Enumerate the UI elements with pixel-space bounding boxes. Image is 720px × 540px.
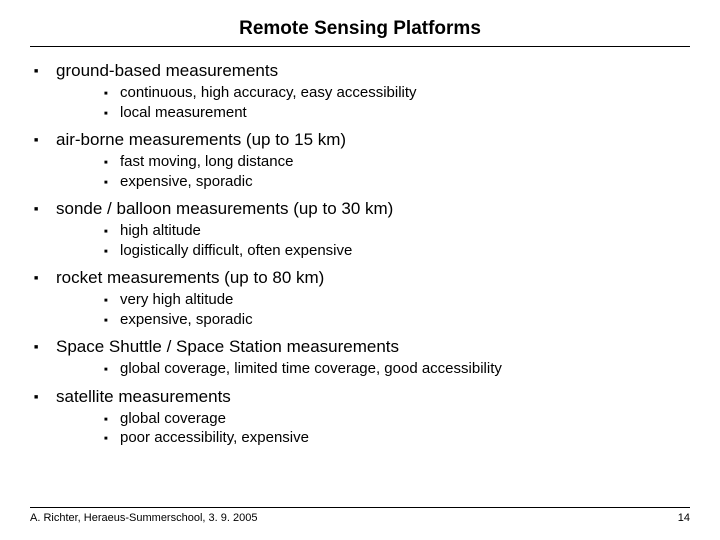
list-section: ■ satellite measurements ■ global covera… (34, 387, 690, 448)
subitem-label: global coverage, limited time coverage, … (120, 359, 502, 379)
bullet-icon: ■ (34, 68, 56, 75)
subitem-label: very high altitude (120, 290, 233, 310)
bullet-icon: ■ (34, 206, 56, 213)
list-subitem: ■ global coverage, limited time coverage… (104, 359, 690, 379)
list-subitem: ■ expensive, sporadic (104, 172, 690, 192)
bullet-icon: ■ (34, 344, 56, 351)
list-item: ■ sonde / balloon measurements (up to 30… (34, 199, 690, 219)
bullet-icon: ■ (104, 436, 120, 444)
bullet-icon: ■ (104, 318, 120, 326)
bullet-icon: ■ (104, 249, 120, 257)
list-section: ■ ground-based measurements ■ continuous… (34, 61, 690, 122)
subitem-label: fast moving, long distance (120, 152, 293, 172)
bullet-icon: ■ (104, 417, 120, 425)
item-label: ground-based measurements (56, 61, 278, 81)
list-subitem: ■ local measurement (104, 103, 690, 123)
list-subitem: ■ expensive, sporadic (104, 310, 690, 330)
subitem-label: poor accessibility, expensive (120, 428, 309, 448)
bullet-icon: ■ (104, 367, 120, 375)
slide: Remote Sensing Platforms ■ ground-based … (0, 0, 720, 540)
list-section: ■ air-borne measurements (up to 15 km) ■… (34, 130, 690, 191)
subitem-label: global coverage (120, 409, 226, 429)
footer-left: A. Richter, Heraeus-Summerschool, 3. 9. … (30, 512, 257, 524)
content-list: ■ ground-based measurements ■ continuous… (30, 61, 690, 448)
item-label: rocket measurements (up to 80 km) (56, 268, 324, 288)
subitem-label: high altitude (120, 221, 201, 241)
bullet-icon: ■ (104, 91, 120, 99)
slide-footer: A. Richter, Heraeus-Summerschool, 3. 9. … (0, 507, 720, 524)
list-subitem: ■ global coverage (104, 409, 690, 429)
list-item: ■ Space Shuttle / Space Station measurem… (34, 337, 690, 357)
subitem-label: local measurement (120, 103, 247, 123)
list-item: ■ air-borne measurements (up to 15 km) (34, 130, 690, 150)
item-label: satellite measurements (56, 387, 231, 407)
item-label: air-borne measurements (up to 15 km) (56, 130, 346, 150)
list-section: ■ rocket measurements (up to 80 km) ■ ve… (34, 268, 690, 329)
list-item: ■ ground-based measurements (34, 61, 690, 81)
item-label: sonde / balloon measurements (up to 30 k… (56, 199, 393, 219)
bullet-icon: ■ (104, 111, 120, 119)
bullet-icon: ■ (104, 160, 120, 168)
list-subitem: ■ poor accessibility, expensive (104, 428, 690, 448)
subitem-label: expensive, sporadic (120, 310, 253, 330)
bullet-icon: ■ (34, 137, 56, 144)
subitem-label: continuous, high accuracy, easy accessib… (120, 83, 417, 103)
footer-divider (30, 507, 690, 508)
list-subitem: ■ very high altitude (104, 290, 690, 310)
list-item: ■ rocket measurements (up to 80 km) (34, 268, 690, 288)
list-subitem: ■ logistically difficult, often expensiv… (104, 241, 690, 261)
bullet-icon: ■ (104, 180, 120, 188)
title-divider (30, 46, 690, 47)
bullet-icon: ■ (104, 298, 120, 306)
bullet-icon: ■ (104, 229, 120, 237)
list-subitem: ■ continuous, high accuracy, easy access… (104, 83, 690, 103)
page-number: 14 (678, 512, 690, 524)
page-title: Remote Sensing Platforms (30, 18, 690, 40)
list-subitem: ■ high altitude (104, 221, 690, 241)
footer-row: A. Richter, Heraeus-Summerschool, 3. 9. … (30, 512, 690, 524)
subitem-label: expensive, sporadic (120, 172, 253, 192)
bullet-icon: ■ (34, 394, 56, 401)
item-label: Space Shuttle / Space Station measuremen… (56, 337, 399, 357)
bullet-icon: ■ (34, 275, 56, 282)
list-section: ■ Space Shuttle / Space Station measurem… (34, 337, 690, 379)
list-item: ■ satellite measurements (34, 387, 690, 407)
list-subitem: ■ fast moving, long distance (104, 152, 690, 172)
list-section: ■ sonde / balloon measurements (up to 30… (34, 199, 690, 260)
subitem-label: logistically difficult, often expensive (120, 241, 352, 261)
